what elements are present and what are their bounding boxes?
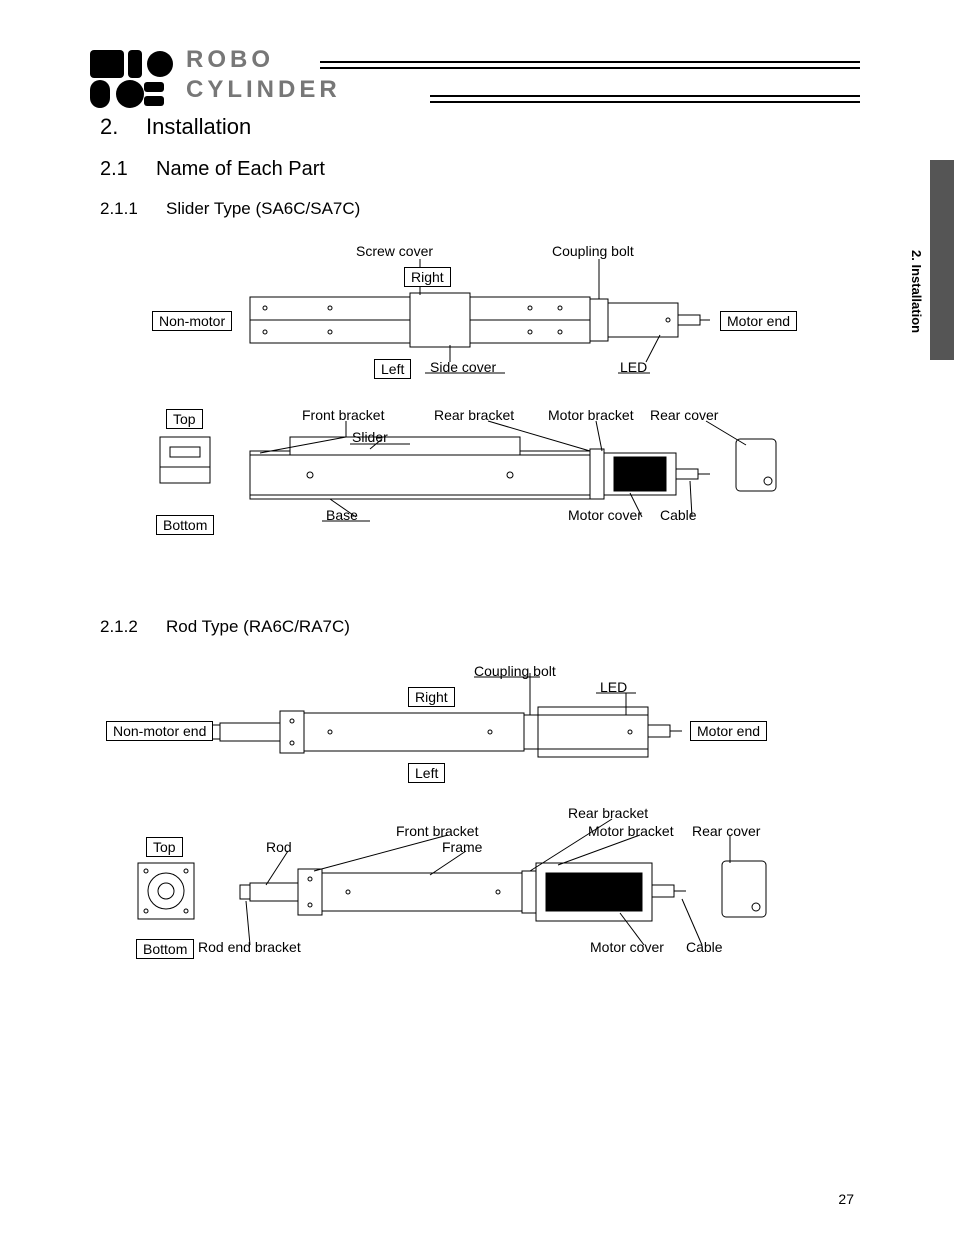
h1-text: Installation (146, 114, 251, 139)
lbl-motor-end-1: Motor end (720, 311, 797, 331)
lbl-left: Left (374, 359, 411, 379)
lbl-rod-left: Left (408, 763, 445, 783)
h2: 2.1Name of Each Part (100, 158, 860, 181)
lbl-screw-cover: Screw cover (356, 243, 433, 259)
lbl-rod-rear-bracket: Rear bracket (568, 805, 648, 821)
logo-line1: ROBO (186, 46, 274, 74)
h3a-num: 2.1.1 (100, 199, 166, 219)
lbl-motor-end-2: Motor end (690, 721, 767, 741)
lbl-rod-end-bracket: Rod end bracket (198, 939, 301, 955)
lbl-rod-motor-bracket: Motor bracket (588, 823, 674, 839)
lbl-led: LED (620, 359, 647, 375)
lbl-rod-motor-cover: Motor cover (590, 939, 664, 955)
lbl-top: Top (166, 409, 203, 429)
h3a: 2.1.1Slider Type (SA6C/SA7C) (100, 199, 860, 219)
lbl-rod-right: Right (408, 687, 455, 707)
h2-text: Name of Each Part (156, 158, 325, 180)
lbl-motor-cover: Motor cover (568, 507, 642, 523)
h3b-num: 2.1.2 (100, 617, 166, 637)
lbl-side-cover: Side cover (430, 359, 496, 375)
lbl-rod-coupling: Coupling bolt (474, 663, 556, 679)
lbl-rod: Rod (266, 839, 292, 855)
slider-diagram: Screw cover Coupling bolt Right Non-moto… (90, 237, 860, 577)
lbl-rear-cover: Rear cover (650, 407, 718, 423)
h2-num: 2.1 (100, 158, 156, 181)
lbl-non-motor-end: Non-motor end (106, 721, 213, 741)
lbl-rod-cable: Cable (686, 939, 723, 955)
h3b: 2.1.2Rod Type (RA6C/RA7C) (100, 617, 860, 637)
side-tab-text: 2. Installation (909, 250, 924, 333)
header-logo: ROBO CYLINDER (90, 48, 860, 112)
lbl-front-bracket: Front bracket (302, 407, 384, 423)
lbl-rear-bracket: Rear bracket (434, 407, 514, 423)
page-number: 27 (838, 1191, 854, 1207)
lbl-rod-top: Top (146, 837, 183, 857)
lbl-bottom: Bottom (156, 515, 214, 535)
lbl-coupling-bolt: Coupling bolt (552, 243, 634, 259)
lbl-rod-front-bracket: Front bracket (396, 823, 478, 839)
lbl-right: Right (404, 267, 451, 287)
lbl-rod-bottom: Bottom (136, 939, 194, 959)
lbl-base: Base (326, 507, 358, 523)
rod-diagram: Coupling bolt Right LED Non-motor end Mo… (90, 655, 860, 1015)
lbl-rod-led: LED (600, 679, 627, 695)
h1: 2.Installation (100, 114, 860, 140)
lbl-frame: Frame (442, 839, 482, 855)
side-tab (930, 160, 954, 360)
lbl-motor-bracket: Motor bracket (548, 407, 634, 423)
h3a-text: Slider Type (SA6C/SA7C) (166, 199, 360, 218)
h1-num: 2. (100, 114, 146, 140)
page-content: ROBO CYLINDER 2.Installation 2.1Name of … (90, 48, 860, 1015)
lbl-rod-rear-cover: Rear cover (692, 823, 760, 839)
lbl-cable: Cable (660, 507, 697, 523)
logo-line2: CYLINDER (186, 76, 341, 104)
lbl-non-motor: Non-motor (152, 311, 232, 331)
h3b-text: Rod Type (RA6C/RA7C) (166, 617, 350, 636)
lbl-slider: Slider (352, 429, 388, 445)
